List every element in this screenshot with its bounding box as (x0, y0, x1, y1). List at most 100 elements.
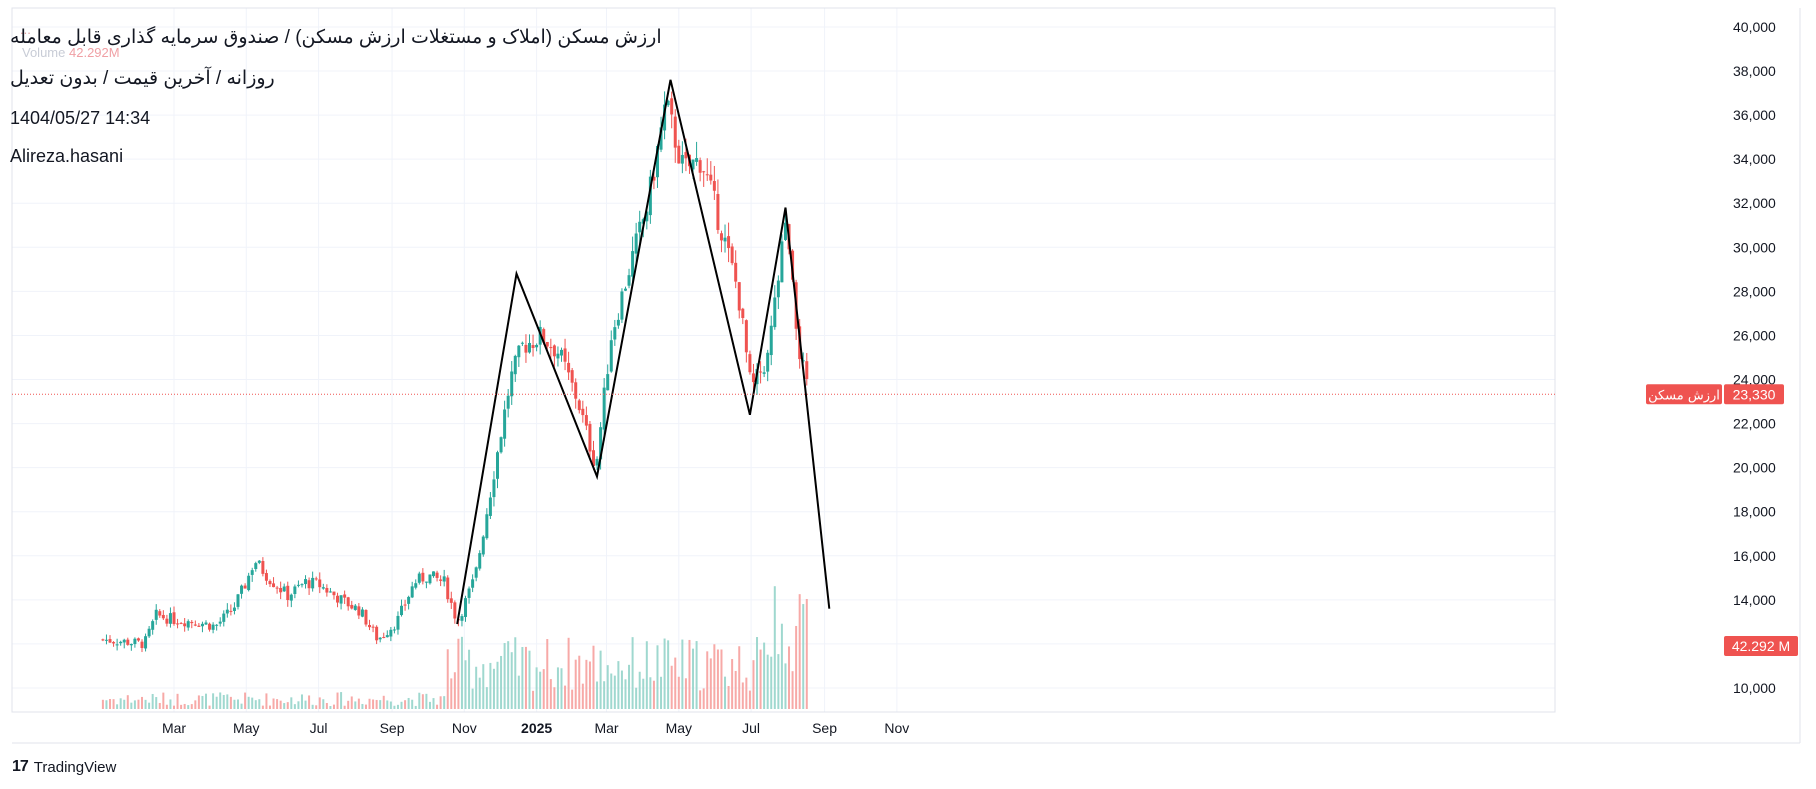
volume-bar (706, 651, 709, 709)
candle-body (631, 251, 635, 277)
candle-body (232, 607, 236, 611)
candle-body (154, 609, 158, 620)
candle-body (328, 591, 332, 593)
volume-bar (709, 658, 712, 709)
volume-bar (514, 637, 517, 709)
volume-bar (308, 695, 311, 709)
tradingview-logo[interactable]: 17 TradingView (12, 758, 116, 776)
volume-bar (265, 693, 268, 709)
candle-body (257, 560, 261, 563)
candle-body (535, 344, 539, 348)
candle-body (613, 327, 617, 340)
volume-bar (695, 641, 698, 709)
volume-bar (478, 677, 481, 709)
volume-bar (272, 698, 275, 709)
candle-body (709, 174, 713, 181)
candle-body (350, 604, 354, 609)
candle-body (702, 171, 706, 173)
volume-bar (119, 698, 122, 709)
volume-bar (542, 669, 545, 709)
volume-bar (393, 705, 396, 709)
candle-body (101, 639, 105, 641)
volume-bar (684, 678, 687, 709)
last-volume-label: 42.292 M (1732, 638, 1790, 654)
candle-body (183, 623, 187, 627)
x-tick-label: Mar (162, 720, 186, 736)
candle-body (119, 641, 123, 644)
volume-bar (532, 690, 535, 709)
chart-datetime: 1404/05/27 14:34 (10, 108, 151, 128)
y-tick-label: 34,000 (1733, 151, 1776, 167)
candle-body (243, 585, 247, 589)
candle-body (712, 181, 716, 191)
volume-bar (492, 668, 495, 709)
volume-bar (681, 639, 684, 709)
volume-bar (628, 664, 631, 709)
candle-body (250, 570, 254, 575)
candle-body (524, 344, 528, 353)
volume-bar (482, 664, 485, 709)
volume-bar (379, 700, 382, 709)
volume-bar (670, 665, 673, 709)
volume-bar (276, 699, 279, 709)
y-tick-label: 28,000 (1733, 283, 1776, 299)
y-tick-label: 24,000 (1733, 372, 1776, 388)
candle-body (730, 246, 734, 264)
candle-body (574, 382, 578, 399)
volume-bar (347, 700, 350, 709)
candle-body (410, 586, 414, 598)
volume-bar (773, 586, 776, 709)
candle-body (225, 609, 229, 614)
volume-bar (741, 682, 744, 709)
volume-bar (194, 700, 197, 709)
volume-bar (578, 655, 581, 709)
volume-bar (130, 702, 133, 709)
volume-bar (176, 693, 179, 709)
volume-bar (649, 677, 652, 709)
volume-bar (720, 649, 723, 709)
candle-body (417, 573, 421, 583)
volume-bar (325, 702, 328, 709)
candle-body (485, 514, 489, 539)
volume-bar (560, 668, 563, 709)
candle-body (727, 236, 731, 249)
volume-bar (439, 696, 442, 709)
candle-body (264, 573, 268, 581)
volume-bar (162, 692, 165, 709)
volume-bar (336, 692, 339, 709)
volume-bar (638, 671, 641, 709)
candle-body (666, 100, 670, 106)
y-tick-label: 40,000 (1733, 19, 1776, 35)
candle-body (343, 594, 347, 598)
volume-bar (610, 673, 613, 709)
volume-bar (386, 700, 389, 709)
volume-bar (315, 705, 318, 709)
candle-body (659, 127, 663, 150)
candle-body (382, 636, 386, 638)
volume-bar (457, 638, 460, 709)
volume-bar (350, 696, 353, 709)
y-tick-label: 20,000 (1733, 460, 1776, 476)
volume-bar (204, 693, 207, 709)
candle-body (176, 623, 180, 625)
candle-body (734, 262, 738, 282)
last-price-tag (1724, 384, 1784, 405)
volume-bar (404, 700, 407, 709)
volume-bar (158, 702, 161, 709)
candle-body (655, 145, 659, 178)
candle-body (545, 341, 549, 347)
volume-bar (539, 671, 542, 709)
volume-bar (688, 639, 691, 709)
last-volume-tag (1724, 636, 1798, 656)
candle-body (193, 624, 197, 626)
candle-body (325, 587, 329, 593)
volume-bar (436, 704, 439, 709)
volume-bar (663, 638, 666, 709)
volume-bar (141, 696, 144, 709)
candle-body (115, 644, 119, 646)
volume-bar (332, 704, 335, 709)
volume-bar (105, 700, 108, 709)
volume-bar (507, 641, 510, 709)
volume-bar (763, 642, 766, 709)
